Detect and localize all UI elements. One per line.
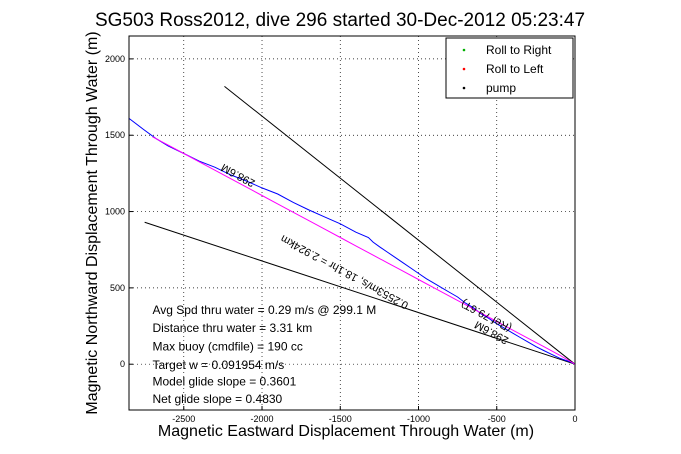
stats-text: Target w = 0.091954 m/s xyxy=(152,358,284,372)
x-tick-label: -1000 xyxy=(407,414,430,424)
legend-label: pump xyxy=(486,81,516,95)
stats-text: Max buoy (cmdfile) = 190 cc xyxy=(152,339,302,353)
y-tick-label: 500 xyxy=(110,283,125,293)
glide-slope-line xyxy=(144,221,576,365)
y-tick-label: 2000 xyxy=(105,54,125,64)
plot-frame xyxy=(128,35,576,411)
glide-slope-line xyxy=(224,85,576,365)
legend-marker xyxy=(462,67,466,71)
y-tick-label: 1500 xyxy=(105,130,125,140)
stats-text: Net glide slope = 0.4830 xyxy=(152,392,282,406)
track-line xyxy=(152,136,576,365)
x-tick-label: -2000 xyxy=(251,414,274,424)
legend-marker xyxy=(462,48,466,52)
stats-text: Distance thru water = 3.31 km xyxy=(152,321,312,335)
y-axis-label: Magnetic Northward Displacement Through … xyxy=(84,31,101,414)
x-axis: -2500 -2000 -1500 -1000 -500 0 xyxy=(172,406,578,424)
x-tick-label: -1500 xyxy=(329,414,352,424)
legend-label: Roll to Right xyxy=(486,43,552,57)
stats-text: Avg Spd thru water = 0.29 m/s @ 299.1 M xyxy=(152,303,376,317)
legend-label: Roll to Left xyxy=(486,62,544,76)
x-axis-label: Magnetic Eastward Displacement Through W… xyxy=(158,423,534,440)
legend: Roll to Right Roll to Left pump xyxy=(445,37,574,99)
x-tick-label: -2500 xyxy=(172,414,195,424)
legend-box xyxy=(445,37,574,99)
x-tick-label: 0 xyxy=(572,414,577,424)
series-layer xyxy=(128,85,576,365)
chart-title: SG503 Ross2012, dive 296 started 30-Dec-… xyxy=(95,10,585,31)
y-axis: 0 500 1000 1500 2000 xyxy=(105,54,133,369)
track-line xyxy=(128,118,576,365)
legend-marker xyxy=(462,86,466,90)
stats-text: Model glide slope = 0.3601 xyxy=(152,375,296,389)
y-tick-label: 1000 xyxy=(105,207,125,217)
x-tick-label: -500 xyxy=(488,414,506,424)
y-tick-label: 0 xyxy=(120,359,125,369)
